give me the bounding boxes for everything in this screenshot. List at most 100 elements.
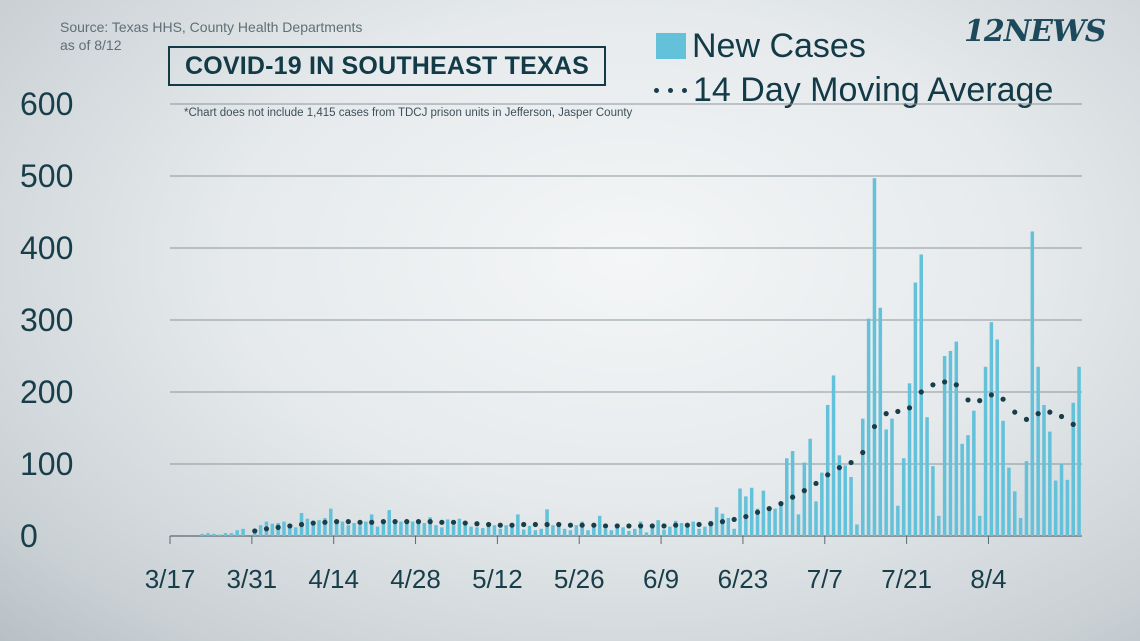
new-cases-bar: [364, 521, 368, 536]
moving-average-point: [661, 523, 667, 529]
moving-average-point: [263, 526, 270, 532]
new-cases-bar: [580, 521, 584, 536]
moving-average-point: [1070, 421, 1076, 427]
moving-average-point: [766, 506, 772, 512]
moving-average-point: [298, 521, 305, 528]
x-tick-label: 8/4: [970, 564, 1006, 594]
new-cases-bar: [334, 523, 339, 536]
new-cases-bar: [738, 488, 742, 536]
new-cases-bar: [896, 505, 900, 536]
x-tick-label: 4/28: [390, 564, 441, 594]
new-cases-bar: [229, 533, 234, 536]
moving-average-point: [1035, 411, 1041, 417]
moving-average-point: [731, 516, 737, 523]
new-cases-bar: [837, 455, 842, 536]
new-cases-bar: [995, 339, 999, 536]
moving-average-point: [369, 519, 375, 525]
new-cases-bar: [217, 534, 222, 536]
new-cases-bar: [825, 404, 830, 536]
new-cases-bar: [913, 282, 918, 536]
moving-average-point: [895, 408, 901, 415]
new-cases-bar: [901, 458, 906, 536]
moving-average-point: [883, 411, 889, 417]
moving-average-point: [556, 521, 562, 528]
moving-average-point: [1047, 409, 1053, 415]
new-cases-bar: [761, 490, 766, 536]
moving-average-point: [813, 480, 819, 487]
moving-average-point: [649, 523, 655, 529]
station-logo: 12NEWS: [964, 14, 1106, 49]
new-cases-bar: [305, 518, 310, 536]
new-cases-bar: [200, 533, 204, 536]
x-tick-label: 6/23: [718, 564, 769, 594]
new-cases-bar: [516, 514, 520, 536]
new-cases-bar: [714, 507, 719, 536]
x-tick-label: 4/14: [308, 564, 359, 594]
new-cases-bar: [1042, 404, 1046, 536]
legend-label-new-cases: New Cases: [692, 26, 866, 65]
new-cases-bar: [1018, 518, 1023, 536]
moving-average-point: [988, 392, 994, 398]
new-cases-bar: [977, 515, 982, 536]
x-tick-label: 6/9: [643, 564, 679, 594]
x-tick-label: 3/17: [145, 564, 196, 594]
new-cases-bar: [258, 525, 263, 536]
new-cases-bar: [562, 528, 567, 536]
moving-average-point: [450, 519, 457, 525]
moving-average-point: [754, 509, 761, 515]
new-cases-bar: [983, 366, 988, 536]
new-cases-bar: [399, 521, 403, 536]
new-cases-bar: [405, 519, 409, 536]
new-cases-bar: [293, 527, 298, 536]
new-cases-bar: [270, 523, 275, 536]
new-cases-bar: [352, 523, 356, 536]
new-cases-bar: [1048, 431, 1052, 536]
new-cases-bar: [808, 438, 812, 536]
moving-average-point: [696, 521, 702, 528]
new-cases-bar: [972, 410, 976, 536]
moving-average-point: [801, 488, 807, 494]
new-cases-bar: [1007, 467, 1011, 536]
new-cases-bar: [387, 510, 391, 536]
moving-average-point: [1058, 413, 1065, 420]
moving-average-point: [626, 523, 632, 529]
new-cases-bar: [486, 525, 491, 536]
new-cases-bar: [317, 520, 321, 536]
moving-average-point: [942, 379, 948, 385]
chart-title: COVID-19 IN SOUTHEAST TEXAS: [168, 46, 606, 86]
new-cases-bar: [662, 529, 666, 536]
new-cases-bar: [878, 307, 883, 536]
moving-average-point: [860, 449, 866, 456]
y-tick-label: 300: [20, 302, 73, 338]
moving-average-point: [310, 520, 316, 526]
new-cases-bar: [311, 523, 315, 536]
moving-average-point: [380, 519, 386, 525]
new-cases-bar: [960, 443, 964, 536]
new-cases-bar: [527, 525, 532, 536]
new-cases-bar: [726, 518, 731, 536]
new-cases-bar: [504, 525, 508, 536]
new-cases-bar: [557, 525, 561, 536]
moving-average-point: [427, 519, 433, 525]
source-note: Source: Texas HHS, County Health Departm…: [60, 18, 362, 54]
moving-average-point: [871, 423, 878, 430]
legend-label-moving-average: 14 Day Moving Average: [693, 70, 1054, 109]
new-cases-bar: [1024, 461, 1029, 536]
new-cases-bar: [574, 525, 579, 536]
moving-average-point: [404, 519, 410, 525]
new-cases-bar: [463, 525, 467, 536]
moving-average-point: [790, 494, 796, 500]
new-cases-bar: [568, 530, 573, 536]
moving-average-point: [684, 522, 690, 528]
new-cases-bar: [937, 515, 941, 536]
moving-average-point: [521, 521, 527, 528]
new-cases-bar: [638, 521, 643, 536]
new-cases-bar: [989, 322, 994, 536]
y-tick-label: 400: [20, 230, 73, 266]
new-cases-bar: [206, 533, 210, 536]
new-cases-bar: [340, 521, 345, 536]
new-cases-bar: [831, 375, 836, 536]
new-cases-bar: [633, 528, 637, 536]
new-cases-bar: [428, 517, 432, 536]
moving-average-point: [778, 501, 784, 507]
